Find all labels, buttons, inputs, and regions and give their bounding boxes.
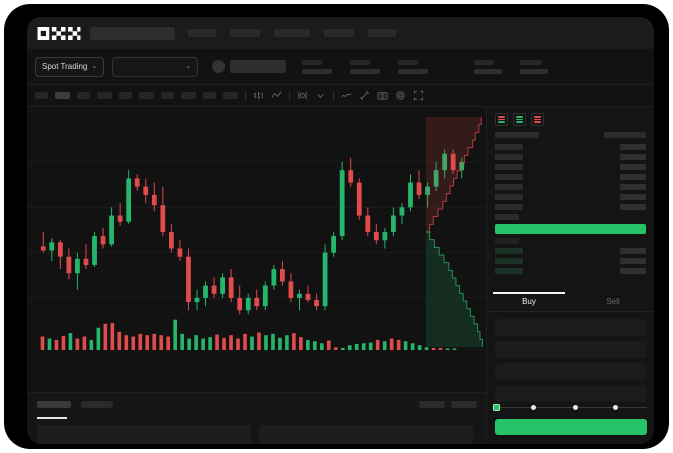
pair-name-label <box>230 60 287 73</box>
orderbook-row <box>495 152 646 162</box>
timeframe-1m[interactable] <box>35 92 48 99</box>
tablet-bezel: Spot Trading ⌄ ⌄ <box>4 4 669 449</box>
orders-action-1[interactable] <box>419 401 445 408</box>
timeframe-1w[interactable] <box>181 92 196 99</box>
global-search-input[interactable] <box>90 26 175 40</box>
order-type-field[interactable] <box>495 319 647 336</box>
orders-tab-open[interactable] <box>37 401 71 408</box>
orderbook-header-price <box>495 132 539 138</box>
slider-stop-50[interactable] <box>573 404 578 410</box>
orders-card-1[interactable] <box>37 425 251 444</box>
market-type-label: Spot Trading <box>42 62 88 71</box>
orders-tab-history[interactable] <box>81 401 113 408</box>
timeframe-1mo[interactable] <box>203 92 216 99</box>
coin-avatar <box>212 60 226 73</box>
stat-24h-high <box>398 59 429 74</box>
indicator-icon[interactable] <box>271 90 282 101</box>
orders-tab-underline <box>37 417 67 419</box>
orderbook-row <box>495 236 646 246</box>
nav-item-2[interactable] <box>230 29 260 37</box>
amount-percent-slider[interactable] <box>493 403 647 411</box>
pair-info-bar: Spot Trading ⌄ ⌄ <box>27 49 654 85</box>
toolbar-divider <box>245 90 246 101</box>
amount-field[interactable] <box>495 363 647 380</box>
tab-buy-label: Buy <box>522 297 536 306</box>
app-screen: Spot Trading ⌄ ⌄ <box>27 17 654 444</box>
orderbook-asks[interactable] <box>487 142 654 222</box>
orderbook-mode-asks[interactable] <box>531 113 544 126</box>
nav-item-1[interactable] <box>188 29 216 37</box>
orders-panel <box>27 392 486 444</box>
fullscreen-icon[interactable] <box>413 90 424 101</box>
total-field[interactable] <box>495 385 647 402</box>
orders-card-2[interactable] <box>259 425 473 444</box>
submit-buy-button[interactable] <box>495 419 647 435</box>
stat-24h-volume <box>520 59 549 74</box>
orderbook-row <box>495 142 646 152</box>
orderbook-bids[interactable] <box>487 236 654 276</box>
nav-item-4[interactable] <box>324 29 354 37</box>
timeframe-1h[interactable] <box>119 92 132 99</box>
trading-pair-dropdown[interactable]: ⌄ <box>112 56 199 77</box>
chevron-down-icon: ⌄ <box>91 63 98 70</box>
timeframe-1d[interactable] <box>161 92 174 99</box>
depth-chart-overlay <box>426 117 483 347</box>
orderbook-column-headers <box>487 130 654 142</box>
candlestick-series <box>27 149 486 315</box>
orderbook-row <box>495 246 646 256</box>
top-navigation-bar <box>27 17 654 49</box>
timeframe-4h[interactable] <box>139 92 154 99</box>
settings-indicator-icon[interactable] <box>297 90 308 101</box>
nav-item-3[interactable] <box>274 29 310 37</box>
tab-sell-label: Sell <box>606 297 620 306</box>
orderbook-and-trade-panel: Buy Sell <box>486 107 654 444</box>
slider-stop-75[interactable] <box>613 404 618 410</box>
orders-panel-tabs <box>27 393 486 408</box>
magnet-icon[interactable] <box>359 90 370 101</box>
orderbook-row <box>495 182 646 192</box>
trade-tab-underline <box>493 292 565 294</box>
volume-series <box>40 319 457 350</box>
tab-sell[interactable]: Sell <box>571 292 654 311</box>
tab-buy[interactable]: Buy <box>487 292 571 311</box>
orderbook-row <box>495 256 646 266</box>
candlestick-chart-icon[interactable] <box>253 90 264 101</box>
orderbook-mode-both[interactable] <box>495 113 508 126</box>
timeframe-more[interactable] <box>223 92 238 99</box>
toolbar-divider <box>333 90 334 101</box>
timeframe-30m[interactable] <box>97 92 112 99</box>
orderbook-header-amount <box>604 132 646 138</box>
slider-stop-25[interactable] <box>531 404 536 410</box>
toolbar-divider <box>289 90 290 101</box>
orderbook-row <box>495 202 646 212</box>
stat-24h-change <box>350 59 381 74</box>
orderbook-view-modes <box>487 107 654 130</box>
okx-logo[interactable] <box>37 26 81 40</box>
orderbook-mode-bids[interactable] <box>513 113 526 126</box>
orders-action-2[interactable] <box>451 401 477 408</box>
chart-style-chevron-icon[interactable] <box>315 90 326 101</box>
orderbook-row <box>495 212 646 222</box>
orderbook-last-price-row <box>495 224 646 234</box>
orderbook-row <box>495 172 646 182</box>
stat-last-price <box>302 59 333 74</box>
camera-icon[interactable] <box>377 90 388 101</box>
nav-item-5[interactable] <box>368 29 396 37</box>
price-chart-area[interactable] <box>27 107 486 392</box>
orderbook-row <box>495 266 646 276</box>
settings-gear-icon[interactable] <box>395 90 406 101</box>
orderbook-row <box>495 162 646 172</box>
slider-handle[interactable] <box>493 403 500 411</box>
timeframe-15m[interactable] <box>77 92 90 99</box>
market-type-dropdown[interactable]: Spot Trading ⌄ <box>35 56 105 77</box>
stat-24h-low <box>474 59 503 74</box>
orderbook-row <box>495 192 646 202</box>
trade-form-tabs: Buy Sell <box>487 292 654 312</box>
price-field[interactable] <box>495 341 647 358</box>
chevron-down-icon: ⌄ <box>185 63 192 70</box>
line-chart-icon[interactable] <box>341 90 352 101</box>
timeframe-5m[interactable] <box>55 92 70 99</box>
chart-toolbar <box>27 85 654 107</box>
